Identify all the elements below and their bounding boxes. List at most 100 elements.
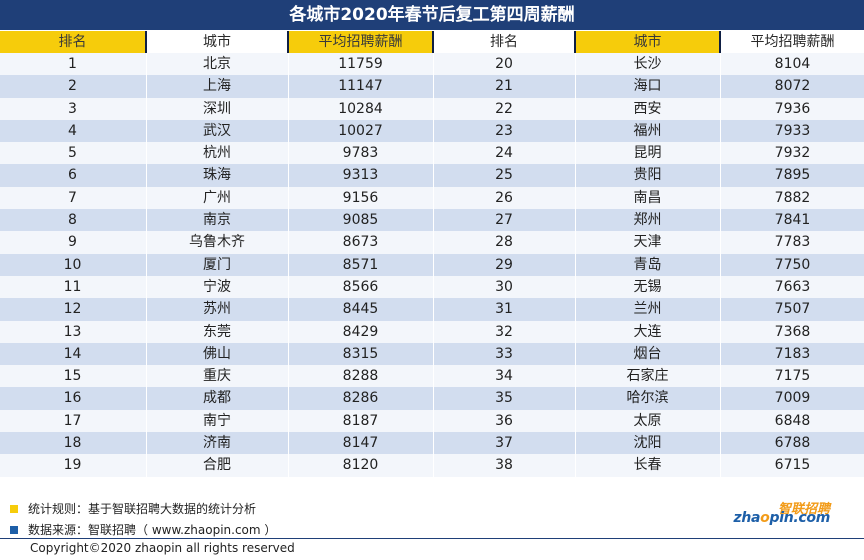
- header-salary-1: 平均招聘薪酬: [289, 31, 432, 53]
- column-divider: [146, 298, 147, 321]
- cell-city-2: 沈阳: [633, 435, 662, 452]
- table-row: 10 厦门 8571 29 青岛 7750: [0, 253, 864, 276]
- column-divider: [288, 142, 289, 165]
- cell-city-1: 重庆: [203, 368, 231, 385]
- column-divider: [720, 164, 721, 187]
- column-divider: [575, 119, 576, 143]
- blue-square-icon: [10, 525, 18, 534]
- cell-city-2: 昆明: [633, 145, 662, 162]
- cell-city-2: 贵阳: [633, 167, 662, 184]
- column-divider: [575, 75, 576, 98]
- cell-rank-1: 18: [63, 435, 82, 452]
- cell-city-2: 石家庄: [626, 368, 669, 385]
- column-divider: [720, 186, 721, 210]
- column-divider: [433, 342, 434, 366]
- cell-salary-2: 7507: [774, 301, 811, 318]
- cell-city-1: 武汉: [203, 122, 231, 139]
- cell-salary-2: 7783: [774, 234, 811, 251]
- column-divider: [288, 231, 289, 254]
- cell-rank-1: 3: [68, 100, 77, 117]
- column-divider: [433, 53, 434, 76]
- cell-rank-1: 15: [63, 368, 82, 385]
- column-divider: [288, 387, 289, 410]
- column-divider: [288, 75, 289, 98]
- cell-city-2: 长春: [633, 457, 662, 474]
- column-divider: [288, 97, 289, 120]
- column-divider: [433, 164, 434, 187]
- table-row: 6 珠海 9313 25 贵阳 7895: [0, 164, 864, 187]
- column-divider: [575, 432, 576, 455]
- column-divider: [575, 320, 576, 343]
- cell-salary-1: 8566: [342, 278, 379, 295]
- cell-rank-1: 17: [63, 412, 82, 429]
- column-divider: [720, 97, 721, 120]
- cell-city-2: 大连: [633, 323, 662, 340]
- column-divider: [575, 454, 576, 477]
- column-divider: [433, 209, 434, 232]
- cell-rank-2: 34: [495, 368, 513, 385]
- cell-salary-1: 9783: [342, 145, 379, 162]
- column-divider: [288, 298, 289, 321]
- cell-rank-2: 28: [495, 234, 513, 251]
- cell-city-1: 乌鲁木齐: [189, 234, 245, 251]
- cell-salary-1: 10284: [338, 100, 383, 117]
- column-divider: [433, 253, 434, 276]
- table-row: 11 宁波 8566 30 无锡 7663: [0, 275, 864, 299]
- column-divider: [288, 432, 289, 455]
- column-divider: [146, 432, 147, 455]
- cell-city-2: 无锡: [633, 278, 662, 295]
- table-row: 16 成都 8286 35 哈尔滨 7009: [0, 387, 864, 410]
- column-divider: [146, 53, 147, 76]
- cell-rank-1: 6: [68, 167, 77, 184]
- table-row: 3 深圳 10284 22 西安 7936: [0, 97, 864, 120]
- cell-city-1: 东莞: [203, 323, 231, 340]
- cell-salary-2: 7750: [774, 256, 811, 273]
- column-divider: [146, 75, 147, 98]
- column-divider: [288, 365, 289, 388]
- column-divider: [433, 320, 434, 343]
- cell-city-2: 西安: [633, 100, 662, 117]
- column-divider: [720, 409, 721, 433]
- cell-city-2: 天津: [633, 234, 662, 251]
- column-divider: [146, 119, 147, 143]
- column-divider: [720, 454, 721, 477]
- cell-salary-2: 7663: [774, 278, 811, 295]
- column-divider: [575, 186, 576, 210]
- cell-city-2: 烟台: [633, 345, 662, 362]
- column-divider: [288, 164, 289, 187]
- column-divider: [146, 275, 147, 299]
- logo-en-part2: pin.com: [769, 510, 830, 526]
- cell-salary-1: 11759: [338, 56, 383, 72]
- cell-city-2: 青岛: [633, 256, 662, 273]
- column-divider: [720, 342, 721, 366]
- cell-rank-1: 11: [63, 278, 82, 295]
- column-divider: [433, 409, 434, 433]
- column-divider: [288, 342, 289, 366]
- cell-salary-1: 8187: [342, 412, 379, 429]
- column-divider: [146, 186, 147, 210]
- cell-rank-1: 1: [68, 56, 77, 72]
- header-city-1: 城市: [147, 31, 287, 53]
- logo-cn-text: 智联招聘: [777, 502, 830, 517]
- cell-city-1: 广州: [203, 189, 231, 206]
- cell-salary-2: 7895: [774, 167, 811, 184]
- cell-salary-1: 8120: [342, 457, 379, 474]
- cell-rank-2: 25: [495, 167, 513, 184]
- cell-rank-2: 26: [495, 189, 513, 206]
- cell-rank-2: 36: [495, 412, 513, 429]
- column-divider: [575, 164, 576, 187]
- cell-rank-1: 14: [63, 345, 82, 362]
- cell-city-2: 兰州: [633, 301, 662, 318]
- cell-salary-2: 7933: [774, 122, 811, 139]
- cell-rank-2: 22: [495, 100, 513, 117]
- column-divider: [433, 365, 434, 388]
- column-divider: [433, 186, 434, 210]
- column-divider: [433, 387, 434, 410]
- cell-rank-1: 4: [68, 122, 77, 139]
- column-divider: [575, 409, 576, 433]
- column-divider: [146, 142, 147, 165]
- column-divider: [433, 75, 434, 98]
- cell-city-2: 太原: [633, 412, 662, 429]
- cell-rank-1: 16: [63, 390, 82, 407]
- column-divider: [146, 387, 147, 410]
